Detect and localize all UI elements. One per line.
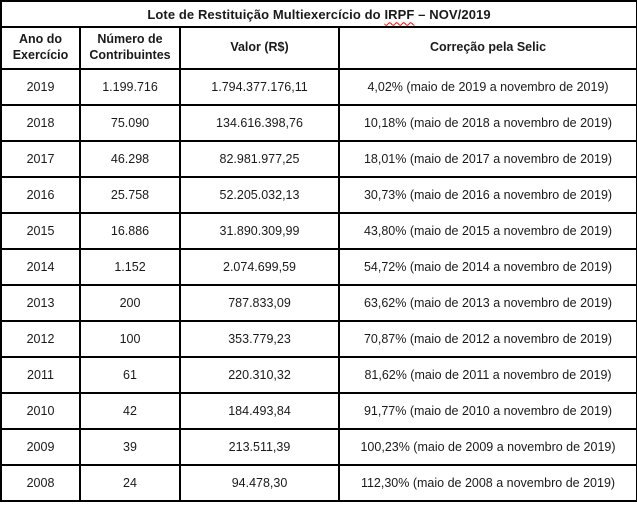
cell-selic-correction: 100,23% (maio de 2009 a novembro de 2019… bbox=[337, 428, 637, 466]
cell-selic-correction: 63,62% (maio de 2013 a novembro de 2019) bbox=[337, 284, 637, 322]
cell-selic-correction: 18,01% (maio de 2017 a novembro de 2019) bbox=[337, 140, 637, 178]
cell-contributors: 46.298 bbox=[79, 140, 181, 178]
table-row: 2018 75.090 134.616.398,76 10,18% (maio de … bbox=[0, 104, 637, 142]
table-title-row: Lote de Restituição Multiexercício do IR… bbox=[0, 0, 637, 28]
cell-value: 31.890.309,99 bbox=[179, 212, 340, 250]
cell-contributors: 25.758 bbox=[79, 176, 181, 214]
cell-year: 2016 bbox=[0, 176, 81, 214]
cell-selic-correction: 30,73% (maio de 2016 a novembro de 2019) bbox=[337, 176, 637, 214]
table-row: 2017 46.298 82.981.977,25 18,01% (maio de 2… bbox=[0, 140, 637, 178]
cell-selic-correction: 70,87% (maio de 2012 a novembro de 2019) bbox=[337, 320, 637, 358]
cell-contributors: 39 bbox=[79, 428, 181, 466]
cell-year: 2017 bbox=[0, 140, 81, 178]
table-row: 2016 25.758 52.205.032,13 30,73% (maio de 2… bbox=[0, 176, 637, 214]
cell-value: 2.074.699,59 bbox=[179, 248, 340, 286]
table-row: 2019 1.199.716 1.794.377.176,11 4,02% (maio… bbox=[0, 68, 637, 106]
cell-year: 2015 bbox=[0, 212, 81, 250]
cell-value: 52.205.032,13 bbox=[179, 176, 340, 214]
table-header-row: Ano do Exercício Número de Contribuintes… bbox=[0, 26, 637, 70]
cell-contributors: 100 bbox=[79, 320, 181, 358]
table-row: 2011 61 220.310,32 81,62% (maio de 2011 a n… bbox=[0, 356, 637, 394]
cell-contributors: 200 bbox=[79, 284, 181, 322]
cell-year: 2010 bbox=[0, 392, 81, 430]
cell-contributors: 1.199.716 bbox=[79, 68, 181, 106]
cell-year: 2013 bbox=[0, 284, 81, 322]
cell-selic-correction: 112,30% (maio de 2008 a novembro de 2019… bbox=[337, 464, 637, 502]
cell-contributors: 42 bbox=[79, 392, 181, 430]
restitution-table: Lote de Restituição Multiexercício do IR… bbox=[0, 0, 637, 502]
cell-value: 353.779,23 bbox=[179, 320, 340, 358]
cell-selic-correction: 4,02% (maio de 2019 a novembro de 2019) bbox=[337, 68, 637, 106]
cell-contributors: 75.090 bbox=[79, 104, 181, 142]
cell-value: 134.616.398,76 bbox=[179, 104, 340, 142]
column-header-numero-de-contribuintes: Número de Contribuintes bbox=[79, 26, 181, 70]
table-title-prefix: Lote de Restituição Multiexercício do bbox=[147, 6, 385, 22]
spellcheck-underlined-word: IRPF bbox=[384, 6, 415, 22]
cell-selic-correction: 10,18% (maio de 2018 a novembro de 2019) bbox=[337, 104, 637, 142]
cell-value: 787.833,09 bbox=[179, 284, 340, 322]
cell-year: 2014 bbox=[0, 248, 81, 286]
table-title: Lote de Restituição Multiexercício do IR… bbox=[0, 0, 637, 28]
cell-selic-correction: 43,80% (maio de 2015 a novembro de 2019) bbox=[337, 212, 637, 250]
cell-selic-correction: 81,62% (maio de 2011 a novembro de 2019) bbox=[337, 356, 637, 394]
cell-value: 82.981.977,25 bbox=[179, 140, 340, 178]
cell-value: 184.493,84 bbox=[179, 392, 340, 430]
cell-year: 2011 bbox=[0, 356, 81, 394]
column-header-valor: Valor (R$) bbox=[179, 26, 340, 70]
table-title-suffix: – NOV/2019 bbox=[414, 6, 491, 22]
cell-selic-correction: 54,72% (maio de 2014 a novembro de 2019) bbox=[337, 248, 637, 286]
cell-value: 220.310,32 bbox=[179, 356, 340, 394]
column-header-correcao-pela-selic: Correção pela Selic bbox=[337, 26, 637, 70]
cell-selic-correction: 91,77% (maio de 2010 a novembro de 2019) bbox=[337, 392, 637, 430]
cell-contributors: 24 bbox=[79, 464, 181, 502]
table-body: 2019 1.199.716 1.794.377.176,11 4,02% (maio… bbox=[0, 68, 637, 502]
table-row: 2009 39 213.511,39 100,23% (maio de 2009 a … bbox=[0, 428, 637, 466]
column-header-ano-do-exercicio: Ano do Exercício bbox=[0, 26, 81, 70]
cell-year: 2018 bbox=[0, 104, 81, 142]
cell-year: 2012 bbox=[0, 320, 81, 358]
table-row: 2015 16.886 31.890.309,99 43,80% (maio de 2… bbox=[0, 212, 637, 250]
table-row: 2013 200 787.833,09 63,62% (maio de 2013 a … bbox=[0, 284, 637, 322]
cell-value: 213.511,39 bbox=[179, 428, 340, 466]
cell-year: 2008 bbox=[0, 464, 81, 502]
cell-year: 2009 bbox=[0, 428, 81, 466]
table-row: 2010 42 184.493,84 91,77% (maio de 2010 a n… bbox=[0, 392, 637, 430]
table-row: 2012 100 353.779,23 70,87% (maio de 2012 a … bbox=[0, 320, 637, 358]
cell-contributors: 16.886 bbox=[79, 212, 181, 250]
cell-contributors: 61 bbox=[79, 356, 181, 394]
cell-contributors: 1.152 bbox=[79, 248, 181, 286]
table-row: 2008 24 94.478,30 112,30% (maio de 2008 a n… bbox=[0, 464, 637, 502]
cell-value: 1.794.377.176,11 bbox=[179, 68, 340, 106]
cell-year: 2019 bbox=[0, 68, 81, 106]
table-row: 2014 1.152 2.074.699,59 54,72% (maio de 201… bbox=[0, 248, 637, 286]
cell-value: 94.478,30 bbox=[179, 464, 340, 502]
